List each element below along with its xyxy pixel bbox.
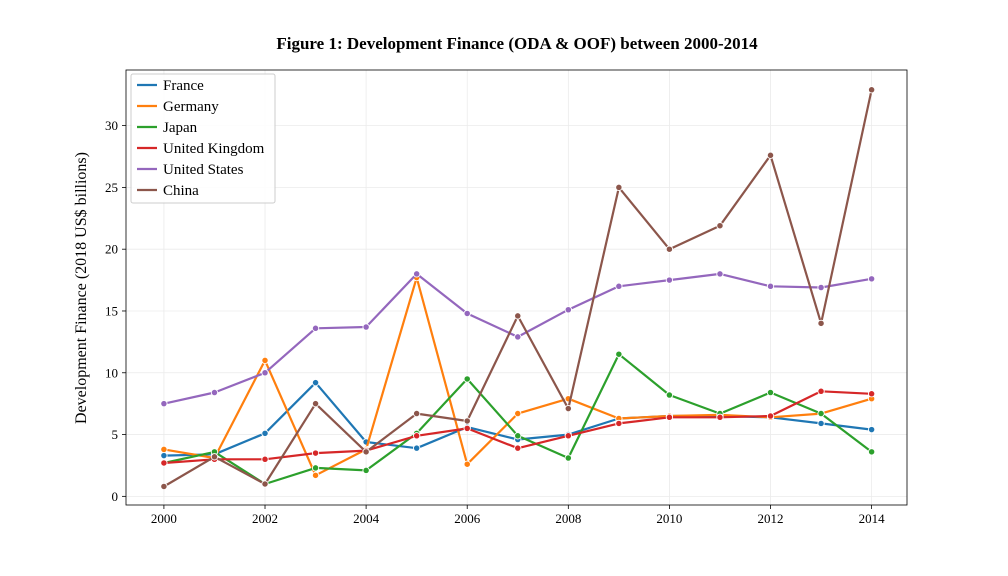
- series-united-kingdom: [160, 387, 876, 467]
- data-point: [867, 448, 876, 456]
- y-tick-label: 5: [112, 427, 119, 442]
- legend-label: Germany: [163, 99, 219, 115]
- data-point: [160, 451, 168, 460]
- x-tick-label: 2010: [656, 511, 682, 526]
- data-point: [463, 460, 471, 468]
- data-point: [615, 419, 623, 428]
- data-point: [867, 390, 876, 398]
- data-point: [615, 350, 623, 358]
- data-point: [311, 379, 320, 387]
- data-point: [463, 417, 471, 425]
- chart-title: Figure 1: Development Finance (ODA & OOF…: [276, 34, 758, 53]
- x-tick-label: 2000: [151, 511, 177, 526]
- data-point: [463, 309, 471, 318]
- series-united-states: [160, 270, 876, 408]
- data-point: [413, 432, 421, 440]
- x-tick-label: 2002: [252, 511, 278, 526]
- grid: [126, 70, 907, 505]
- x-tick-label: 2006: [454, 511, 481, 526]
- data-point: [311, 464, 320, 472]
- data-point: [413, 444, 421, 452]
- legend-label: United Kingdom: [163, 141, 265, 157]
- data-point: [867, 275, 876, 283]
- data-point: [564, 306, 572, 314]
- data-point: [817, 319, 825, 327]
- data-point: [413, 409, 421, 418]
- data-point: [362, 466, 370, 475]
- data-point: [665, 276, 674, 284]
- data-point: [261, 369, 269, 377]
- data-point: [160, 482, 168, 491]
- y-tick-label: 10: [105, 365, 118, 380]
- data-point: [716, 270, 724, 278]
- data-point: [514, 409, 522, 418]
- axis-ticks: 2000 2002 2004 2006 2008 2010 2012 2014 0 5 10 15 20…: [105, 118, 885, 526]
- data-point: [766, 388, 775, 397]
- data-point: [867, 86, 876, 94]
- data-point: [817, 409, 825, 418]
- data-point: [766, 282, 775, 290]
- data-point: [362, 448, 370, 456]
- y-tick-label: 0: [112, 489, 119, 504]
- legend-box: [130, 73, 276, 204]
- y-tick-label: 30: [105, 118, 118, 133]
- data-point: [261, 455, 269, 463]
- x-tick-label: 2014: [859, 511, 886, 526]
- legend: France Germany Japan United Kingdom United S…: [130, 73, 276, 204]
- data-point: [311, 324, 320, 332]
- y-tick-label: 25: [105, 180, 118, 195]
- data-point: [311, 400, 320, 408]
- data-point: [261, 356, 269, 365]
- data-point: [564, 432, 572, 440]
- data-point: [716, 413, 724, 421]
- data-point: [766, 151, 775, 159]
- data-point: [564, 454, 572, 462]
- y-axis-label: Development Finance (2018 US$ billions): [73, 152, 90, 424]
- data-point: [514, 444, 522, 452]
- data-point: [362, 323, 370, 331]
- data-point: [817, 419, 825, 428]
- data-point: [514, 333, 522, 341]
- data-point: [311, 449, 320, 457]
- data-point: [463, 424, 471, 433]
- x-tick-label: 2012: [758, 511, 784, 526]
- data-point: [867, 425, 876, 434]
- data-point: [716, 222, 724, 230]
- y-tick-label: 20: [105, 242, 118, 257]
- data-point: [766, 412, 775, 420]
- data-point: [463, 375, 471, 383]
- data-point: [564, 404, 572, 413]
- legend-label: France: [163, 78, 204, 94]
- legend-label: China: [163, 183, 199, 199]
- data-point: [261, 480, 269, 488]
- series-china: [160, 86, 876, 491]
- data-point: [210, 388, 219, 397]
- legend-label: Japan: [163, 120, 198, 136]
- data-point: [160, 459, 168, 467]
- series-lines: [160, 86, 876, 491]
- data-point: [261, 429, 269, 437]
- data-point: [160, 400, 168, 408]
- data-point: [210, 453, 219, 461]
- data-point: [413, 270, 421, 278]
- y-tick-label: 15: [105, 303, 118, 318]
- data-point: [514, 432, 522, 440]
- data-point: [665, 413, 674, 421]
- data-point: [817, 283, 825, 292]
- data-point: [311, 471, 320, 479]
- x-tick-label: 2008: [555, 511, 581, 526]
- plot-frame: [125, 69, 908, 506]
- data-point: [615, 183, 623, 192]
- data-point: [817, 387, 825, 395]
- data-point: [160, 445, 168, 454]
- data-point: [514, 312, 522, 320]
- data-point: [665, 245, 674, 253]
- data-point: [665, 391, 674, 399]
- legend-label: United States: [163, 162, 244, 178]
- data-point: [615, 282, 623, 290]
- x-tick-label: 2004: [353, 511, 380, 526]
